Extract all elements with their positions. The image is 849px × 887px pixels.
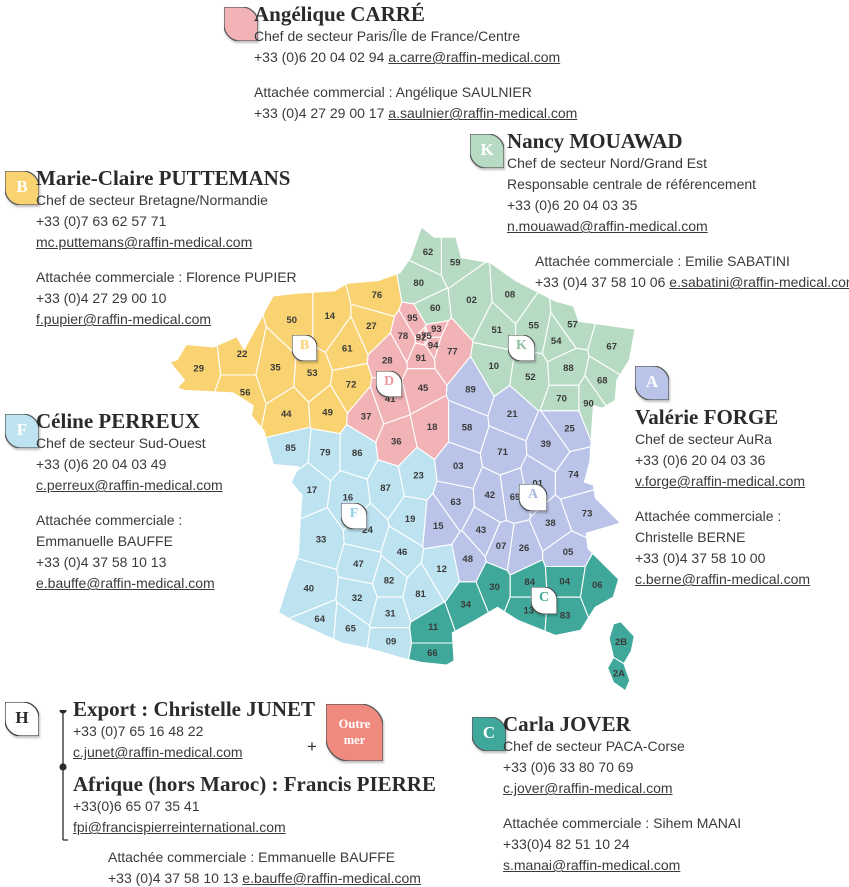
svg-text:22: 22 xyxy=(237,349,248,360)
svg-text:34: 34 xyxy=(460,600,471,611)
svg-text:54: 54 xyxy=(551,336,562,347)
svg-text:83: 83 xyxy=(560,610,571,621)
svg-text:74: 74 xyxy=(568,469,579,480)
svg-text:38: 38 xyxy=(545,518,556,529)
svg-text:43: 43 xyxy=(476,525,487,536)
svg-text:57: 57 xyxy=(567,320,578,331)
svg-text:78: 78 xyxy=(398,331,409,342)
svg-text:45: 45 xyxy=(418,383,429,394)
svg-text:52: 52 xyxy=(525,372,536,383)
svg-text:64: 64 xyxy=(314,614,325,625)
svg-text:65: 65 xyxy=(345,624,356,635)
svg-text:06: 06 xyxy=(592,580,603,591)
svg-text:42: 42 xyxy=(485,490,496,501)
svg-text:39: 39 xyxy=(541,439,552,450)
svg-text:35: 35 xyxy=(270,363,281,374)
svg-text:58: 58 xyxy=(462,422,473,433)
svg-text:21: 21 xyxy=(507,409,518,420)
svg-text:61: 61 xyxy=(342,344,353,355)
svg-text:67: 67 xyxy=(606,341,617,352)
svg-text:53: 53 xyxy=(307,368,318,379)
svg-text:51: 51 xyxy=(492,325,503,336)
svg-text:2A: 2A xyxy=(613,669,625,680)
svg-text:89: 89 xyxy=(465,384,476,395)
svg-text:11: 11 xyxy=(428,622,439,633)
svg-text:92: 92 xyxy=(416,333,427,344)
svg-text:31: 31 xyxy=(385,609,396,620)
svg-text:05: 05 xyxy=(563,547,574,558)
svg-text:48: 48 xyxy=(462,554,473,565)
svg-text:66: 66 xyxy=(427,648,438,659)
svg-text:04: 04 xyxy=(559,576,570,587)
svg-text:07: 07 xyxy=(496,541,507,552)
svg-text:30: 30 xyxy=(489,582,500,593)
svg-text:32: 32 xyxy=(352,593,363,604)
svg-text:56: 56 xyxy=(240,388,251,399)
svg-text:2B: 2B xyxy=(615,637,627,648)
svg-text:73: 73 xyxy=(582,509,593,520)
svg-text:09: 09 xyxy=(386,636,397,647)
svg-text:26: 26 xyxy=(519,543,530,554)
svg-text:25: 25 xyxy=(564,424,575,435)
svg-text:55: 55 xyxy=(528,321,539,332)
svg-text:71: 71 xyxy=(497,447,508,458)
svg-text:02: 02 xyxy=(466,295,477,306)
svg-text:94: 94 xyxy=(428,341,439,352)
svg-text:90: 90 xyxy=(583,399,594,410)
svg-text:77: 77 xyxy=(447,347,458,358)
svg-text:88: 88 xyxy=(563,363,574,374)
svg-text:10: 10 xyxy=(489,361,500,372)
svg-text:28: 28 xyxy=(382,356,393,367)
svg-text:72: 72 xyxy=(346,379,357,390)
svg-text:29: 29 xyxy=(193,363,204,374)
svg-text:70: 70 xyxy=(556,394,567,405)
svg-text:91: 91 xyxy=(416,353,427,364)
svg-text:68: 68 xyxy=(597,375,608,386)
